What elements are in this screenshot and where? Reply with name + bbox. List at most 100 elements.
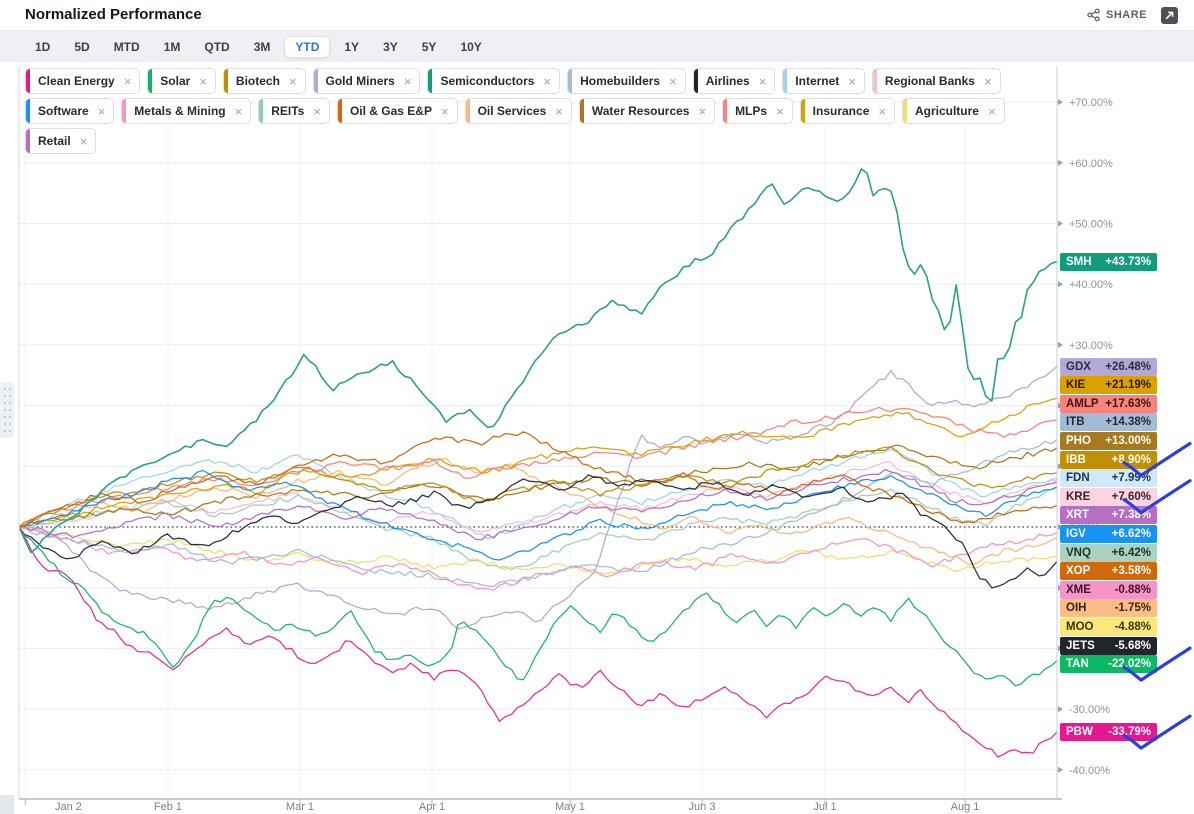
- tag-label: Internet: [795, 74, 840, 88]
- expand-icon: [1165, 11, 1174, 19]
- tag-close-icon[interactable]: ×: [848, 73, 856, 89]
- tag-color-bar: [783, 69, 788, 93]
- tag-close-icon[interactable]: ×: [79, 133, 88, 149]
- series-line-tan: [19, 526, 1057, 687]
- tag-close-icon[interactable]: ×: [440, 103, 449, 119]
- y-axis-label: +10.00%: [1069, 461, 1113, 473]
- tag-internet[interactable]: Internet ×: [782, 68, 865, 94]
- y-axis-label: -30.00%: [1069, 704, 1110, 716]
- range-tab-3y[interactable]: 3Y: [383, 39, 398, 54]
- tag-label: MLPs: [735, 104, 768, 118]
- series-line-pbw: [19, 526, 1057, 758]
- range-tab-1d[interactable]: 1D: [35, 39, 51, 54]
- tag-label: Homebuilders: [580, 74, 661, 88]
- series-line-smh: [19, 168, 1057, 554]
- tag-close-icon[interactable]: ×: [123, 73, 132, 89]
- series-line-xrt: [19, 468, 1057, 541]
- x-axis-label: Jul 1: [813, 801, 837, 813]
- series-line-xop: [19, 431, 1057, 528]
- range-tabs: 1D 5D MTD 1M QTD 3M YTD 1Y 3Y 5Y 10Y: [25, 35, 496, 58]
- tag-close-icon[interactable]: ×: [199, 73, 207, 89]
- tag-close-icon[interactable]: ×: [313, 103, 321, 119]
- tag-agriculture[interactable]: Agriculture ×: [901, 98, 1005, 124]
- tag-color-bar: [122, 99, 127, 123]
- series-line-pho: [19, 444, 1057, 528]
- header: Normalized Performance SHARE: [0, 0, 1194, 31]
- tag-water-resources[interactable]: Water Resources ×: [578, 98, 716, 124]
- tag-airlines[interactable]: Airlines ×: [692, 68, 776, 94]
- range-tab-10y[interactable]: 10Y: [460, 39, 482, 54]
- x-axis-label: Feb 1: [153, 801, 182, 813]
- tag-color-bar: [465, 99, 470, 123]
- tag-close-icon[interactable]: ×: [983, 73, 992, 89]
- tag-close-icon[interactable]: ×: [234, 103, 243, 119]
- tag-close-icon[interactable]: ×: [878, 103, 886, 119]
- tag-label: REITs: [271, 104, 305, 118]
- tag-close-icon[interactable]: ×: [288, 73, 297, 89]
- tag-label: Regional Banks: [884, 74, 975, 88]
- tag-semiconductors[interactable]: Semiconductors ×: [427, 68, 561, 94]
- series-line-oih: [19, 457, 1057, 565]
- range-tab-qtd[interactable]: QTD: [204, 39, 230, 54]
- tag-insurance[interactable]: Insurance ×: [799, 98, 895, 124]
- tag-color-bar: [723, 99, 728, 123]
- tag-mlps[interactable]: MLPs ×: [722, 98, 793, 124]
- range-tab-1y[interactable]: 1Y: [344, 39, 360, 54]
- tag-color-bar: [337, 99, 342, 123]
- tag-close-icon[interactable]: ×: [543, 73, 552, 89]
- range-tab-5d[interactable]: 5D: [74, 39, 90, 54]
- drag-handle[interactable]: [0, 382, 14, 438]
- tag-reits[interactable]: REITs ×: [258, 98, 330, 124]
- tag-close-icon[interactable]: ×: [97, 103, 106, 119]
- share-label: SHARE: [1105, 9, 1147, 21]
- tag-close-icon[interactable]: ×: [987, 103, 996, 119]
- share-icon: [1087, 8, 1100, 22]
- range-tab-mtd[interactable]: MTD: [113, 39, 140, 54]
- tag-metals-mining[interactable]: Metals & Mining ×: [121, 98, 252, 124]
- tag-close-icon[interactable]: ×: [698, 103, 707, 119]
- tag-label: Oil & Gas E&P: [349, 104, 432, 118]
- tag-retail[interactable]: Retail ×: [25, 128, 97, 154]
- tag-software[interactable]: Software ×: [25, 98, 115, 124]
- y-axis-label: +30.00%: [1069, 340, 1113, 352]
- tag-regional-banks[interactable]: Regional Banks ×: [871, 68, 1001, 94]
- tag-label: Retail: [38, 134, 71, 148]
- series-line-xme: [19, 525, 1057, 591]
- series-line-amlp: [19, 406, 1057, 528]
- tag-close-icon[interactable]: ×: [776, 103, 784, 119]
- tag-color-bar: [872, 69, 877, 93]
- tag-biotech[interactable]: Biotech ×: [222, 68, 306, 94]
- range-toolbar: 1D 5D MTD 1M QTD 3M YTD 1Y 3Y 5Y 10Y: [0, 31, 1194, 62]
- expand-button[interactable]: [1161, 6, 1178, 24]
- series-line-fdn: [19, 448, 1057, 540]
- y-axis-label: -40.00%: [1069, 765, 1110, 777]
- tag-label: Oil Services: [477, 104, 547, 118]
- y-axis-label: -10.00%: [1069, 583, 1110, 595]
- tag-label: Metals & Mining: [134, 104, 226, 118]
- tag-solar[interactable]: Solar ×: [147, 68, 216, 94]
- tag-close-icon[interactable]: ×: [555, 103, 563, 119]
- range-tab-5y[interactable]: 5Y: [421, 39, 437, 54]
- x-axis-label: Jan 2: [55, 801, 82, 813]
- tag-label: Water Resources: [591, 104, 690, 118]
- tag-close-icon[interactable]: ×: [758, 73, 767, 89]
- range-tab-3m[interactable]: 3M: [253, 39, 271, 54]
- tag-list: Clean Energy × Solar × Biotech × Gold Miners × S…: [25, 68, 1035, 154]
- y-axis-label: +50.00%: [1069, 219, 1113, 231]
- tag-oil-gas-e-p[interactable]: Oil & Gas E&P ×: [336, 98, 458, 124]
- tag-close-icon[interactable]: ×: [403, 73, 412, 89]
- tag-label: Insurance: [812, 104, 870, 118]
- tag-clean-energy[interactable]: Clean Energy ×: [25, 68, 141, 94]
- x-axis-label: Mar 1: [285, 801, 315, 813]
- tag-close-icon[interactable]: ×: [669, 73, 677, 89]
- share-button[interactable]: SHARE: [1087, 8, 1147, 22]
- range-tab-1m[interactable]: 1M: [163, 39, 181, 54]
- tag-label: Semiconductors: [440, 74, 535, 88]
- tag-gold-miners[interactable]: Gold Miners ×: [312, 68, 421, 94]
- tag-oil-services[interactable]: Oil Services ×: [464, 98, 572, 124]
- tag-homebuilders[interactable]: Homebuilders ×: [567, 68, 686, 94]
- tag-color-bar: [428, 69, 433, 93]
- range-tab-ytd[interactable]: YTD: [284, 35, 331, 58]
- tag-color-bar: [223, 69, 228, 93]
